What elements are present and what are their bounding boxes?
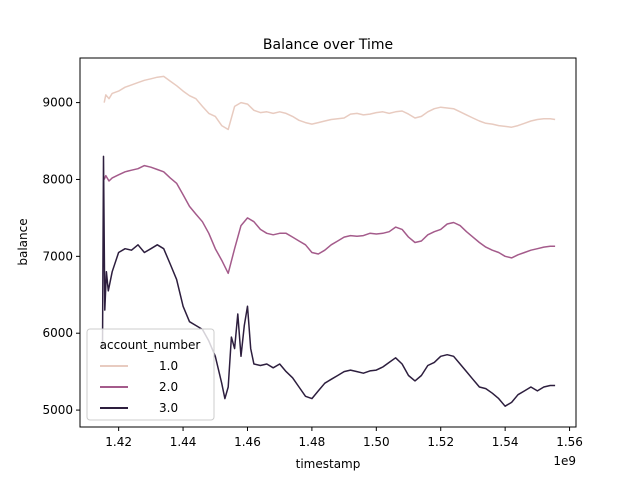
y-axis-label: balance: [16, 218, 30, 265]
legend: account_number 1.0 2.0 3.0: [86, 328, 215, 421]
series-line-1.0: [103, 75, 556, 131]
x-tick-label: 1.56: [556, 435, 583, 449]
y-tick-label: 7000: [42, 249, 73, 263]
legend-label-3.0: 3.0: [159, 401, 178, 415]
legend-title: account_number: [100, 338, 201, 352]
x-tick-label: 1.50: [363, 435, 390, 449]
x-tick-label: 1.54: [492, 435, 519, 449]
legend-label-1.0: 1.0: [159, 359, 178, 373]
x-tick-label: 1.42: [105, 435, 132, 449]
y-axis: 5000 6000 7000 8000 9000: [42, 96, 80, 417]
series-layer: [101, 75, 556, 407]
chart-title: Balance over Time: [263, 37, 393, 53]
x-tick-label: 1.52: [427, 435, 454, 449]
legend-box: [86, 328, 215, 421]
x-axis: 1.42 1.44 1.46 1.48 1.50 1.52 1.54 1.56: [105, 427, 583, 449]
legend-items: 1.0 2.0 3.0: [100, 359, 178, 415]
x-tick-label: 1.48: [299, 435, 326, 449]
x-axis-label: timestamp: [296, 457, 361, 471]
y-tick-label: 5000: [42, 403, 73, 417]
legend-label-2.0: 2.0: [159, 380, 178, 394]
y-tick-label: 6000: [42, 326, 73, 340]
x-tick-label: 1.46: [234, 435, 261, 449]
x-tick-label: 1.44: [170, 435, 197, 449]
y-tick-label: 8000: [42, 172, 73, 186]
series-line-3.0: [101, 155, 556, 407]
plot-frame: [79, 57, 577, 428]
x-axis-offset-text: 1e9: [553, 454, 576, 468]
series-line-2.0: [103, 164, 556, 275]
y-tick-label: 9000: [42, 96, 73, 110]
